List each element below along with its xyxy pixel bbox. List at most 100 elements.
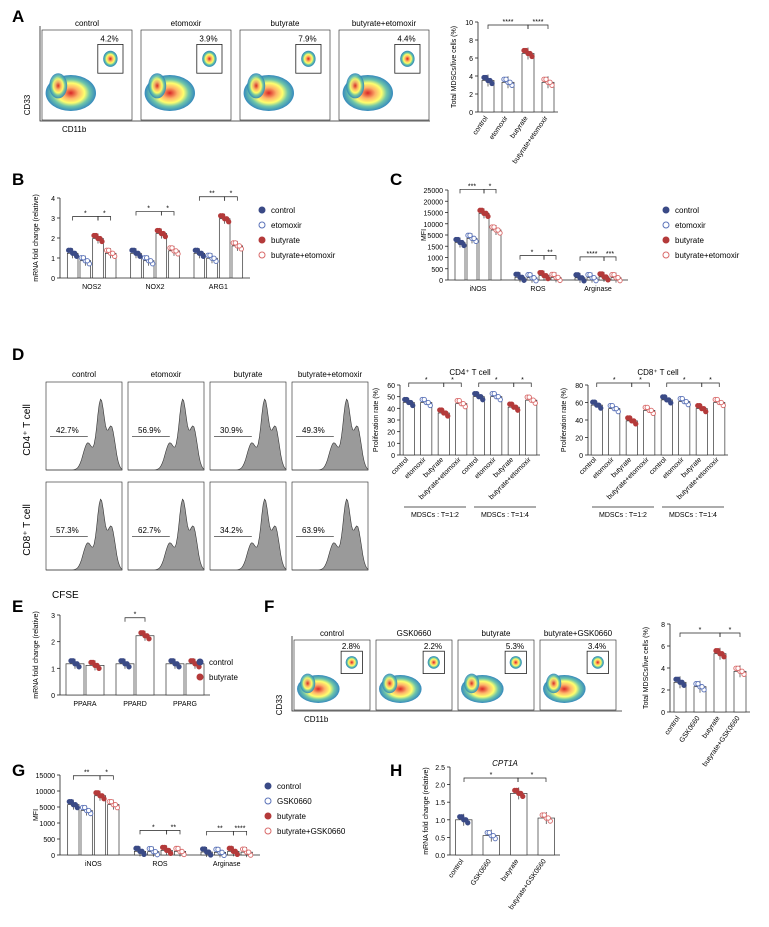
flow-a-condition-label: etomoxir xyxy=(171,19,202,28)
chart-g-x-tick-label: iNOS xyxy=(85,861,102,868)
chart-d-cd8-significance-label: * xyxy=(639,377,642,384)
chart-f-x-tick-label: butyrate xyxy=(701,715,721,740)
chart-d-cd4-y-tick-label: 40 xyxy=(387,406,395,413)
chart-b-data-point xyxy=(173,248,179,254)
chart-g-data-point xyxy=(86,807,92,814)
chart-g-y-tick-label: 1000 xyxy=(39,821,55,828)
chart-b-data-point xyxy=(72,250,78,256)
chart-c-data-point xyxy=(603,274,609,280)
flow-a-axes xyxy=(39,26,430,122)
chart-g-significance-bracket xyxy=(166,830,181,835)
chart-c-y-tick-label: 1500 xyxy=(427,244,443,251)
chart-f-data-point xyxy=(739,668,745,674)
chart-b-significance-bracket xyxy=(97,216,112,221)
chart-b-significance-label: * xyxy=(147,206,150,213)
chart-g-significance-label: ** xyxy=(217,825,223,832)
chart-b: 0 1 2 3 4 mRNA fold change (relative) NOS2 NOX2… xyxy=(33,191,250,291)
chart-g-y-axis-label: MFI xyxy=(33,809,40,821)
chart-d-cd8-data-point xyxy=(631,418,637,424)
chart-f-x-tick-label: butyrate+GSK0660 xyxy=(702,715,742,768)
flow-f-gate-percent: 5.3% xyxy=(506,642,524,651)
histogram-gate-percent: 34.2% xyxy=(220,526,243,535)
chart-h-y-tick-label: 2.5 xyxy=(435,765,445,772)
chart-c-data-point xyxy=(519,274,525,280)
chart-h-title: CPT1A xyxy=(492,759,518,768)
chart-f-data-point xyxy=(679,679,685,685)
chart-g-x-tick-label: Arginase xyxy=(213,861,241,868)
chart-d-cd4: 0 10 20 30 40 50 60 Proliferation rate (%) CD4⁺ … xyxy=(373,368,540,519)
chart-g-y-tick-label: 0 xyxy=(51,853,55,860)
legend-e-legend-marker xyxy=(196,673,204,681)
chart-d-cd8-y-tick-label: 60 xyxy=(575,401,583,408)
chart-b-x-tick-label: NOS2 xyxy=(82,284,101,291)
chart-e-data-point xyxy=(124,661,130,667)
chart-c-significance-bracket xyxy=(603,256,617,261)
chart-c-data-point xyxy=(615,275,621,281)
chart-d-cd8-bar xyxy=(608,408,621,456)
flow-f-gate-percent: 2.8% xyxy=(342,642,360,651)
chart-f-bars: 0 2 4 6 8 Total MDSCs/live cells (%) controlGS… xyxy=(643,622,750,768)
chart-b-data-point xyxy=(224,216,230,222)
histogram-gate-percent: 57.3% xyxy=(56,526,79,535)
chart-b-x-tick-label: ARG1 xyxy=(209,284,228,291)
chart-f-significance-label: * xyxy=(699,627,702,634)
chart-g-significance-bracket xyxy=(99,775,114,780)
chart-d-cd8-y-tick-label: 80 xyxy=(575,383,583,390)
chart-g-significance-label: **** xyxy=(235,825,246,832)
chart-c-bar xyxy=(466,237,478,281)
histogram-curve xyxy=(210,498,287,571)
histogram-condition-label: control xyxy=(72,370,96,379)
flow-a-gate-percent: 3.9% xyxy=(199,35,217,44)
chart-d-cd4-y-tick-label: 20 xyxy=(387,430,395,437)
histogram-gate-percent: 62.7% xyxy=(138,526,161,535)
chart-e-data-point xyxy=(74,661,80,667)
chart-d-cd4-data-point xyxy=(526,394,532,400)
chart-g-data-point xyxy=(232,848,238,854)
chart-b-data-point xyxy=(148,258,154,264)
chart-d-cd8-bar xyxy=(660,399,673,456)
chart-d-cd4-data-point xyxy=(425,399,431,406)
chart-b-significance-bracket xyxy=(224,196,238,201)
chart-b-bar xyxy=(155,233,168,279)
chart-g: 0 500 1000 5000 10000 15000 MFI iNOS ROS Arginase… xyxy=(33,770,260,868)
chart-d-cd8-y-tick-label: 20 xyxy=(575,436,583,443)
chart-g-y-tick-label: 5000 xyxy=(39,805,55,812)
chart-a-x-tick-label: butyrate+etomoxir xyxy=(512,115,550,166)
flow-plots-f: control 2.8% GSK0660 2.2% butyrate 5.3% butyra… xyxy=(291,629,622,712)
legend-c-legend-marker xyxy=(662,206,670,214)
chart-c-x-tick-label: iNOS xyxy=(470,286,487,293)
chart-d-cd8-bar xyxy=(643,410,656,456)
histogram-gate-percent: 42.7% xyxy=(56,426,79,435)
chart-a-significance-label: **** xyxy=(503,19,514,26)
flow-f-gate-box xyxy=(422,650,445,675)
chart-a-y-tick-label: 10 xyxy=(465,20,473,27)
histogram-condition-label: butyrate+etomoxir xyxy=(298,370,363,379)
flow-a-condition-label: control xyxy=(75,19,99,28)
chart-h-significance-bracket xyxy=(517,777,547,782)
histogram-curve xyxy=(46,498,123,571)
chart-d-cd4-significance-bracket xyxy=(513,382,532,387)
flow-f-density-side xyxy=(300,673,316,694)
chart-g-significance-label: * xyxy=(152,824,155,831)
chart-a-y-tick-label: 0 xyxy=(469,110,473,117)
legend-b-legend-label: butyrate xyxy=(271,236,300,245)
chart-d-cd8-data-point xyxy=(613,405,619,412)
flow-a-density-side xyxy=(49,73,68,99)
chart-b-y-tick-label: 1 xyxy=(51,256,55,263)
histogram-gate-percent: 30.9% xyxy=(220,426,243,435)
chart-e-y-tick-label: 1 xyxy=(51,666,55,673)
chart-d-cd4-bar xyxy=(455,403,468,456)
chart-b-significance-label: * xyxy=(84,210,87,217)
chart-e: 0 1 2 3 mRNA fold change (relative) PPARA PPAR… xyxy=(33,611,210,708)
flow-a-density-gate xyxy=(301,50,316,67)
chart-f-significance-bracket xyxy=(719,632,741,637)
legend-e-legend-label: butyrate xyxy=(209,673,238,682)
chart-c-y-axis-label: MFI xyxy=(421,229,428,241)
flow-f-condition-label: control xyxy=(320,629,344,638)
panel-label-f: F xyxy=(264,597,274,616)
flow-a-gate-percent: 4.2% xyxy=(100,35,118,44)
chart-a-bars: 0 2 4 6 8 10 Total MDSCs/live cells (%) control… xyxy=(451,19,558,165)
chart-g-significance-label: ** xyxy=(171,824,177,831)
chart-c-data-point xyxy=(471,235,477,241)
chart-d-cd4-data-point xyxy=(530,397,536,403)
